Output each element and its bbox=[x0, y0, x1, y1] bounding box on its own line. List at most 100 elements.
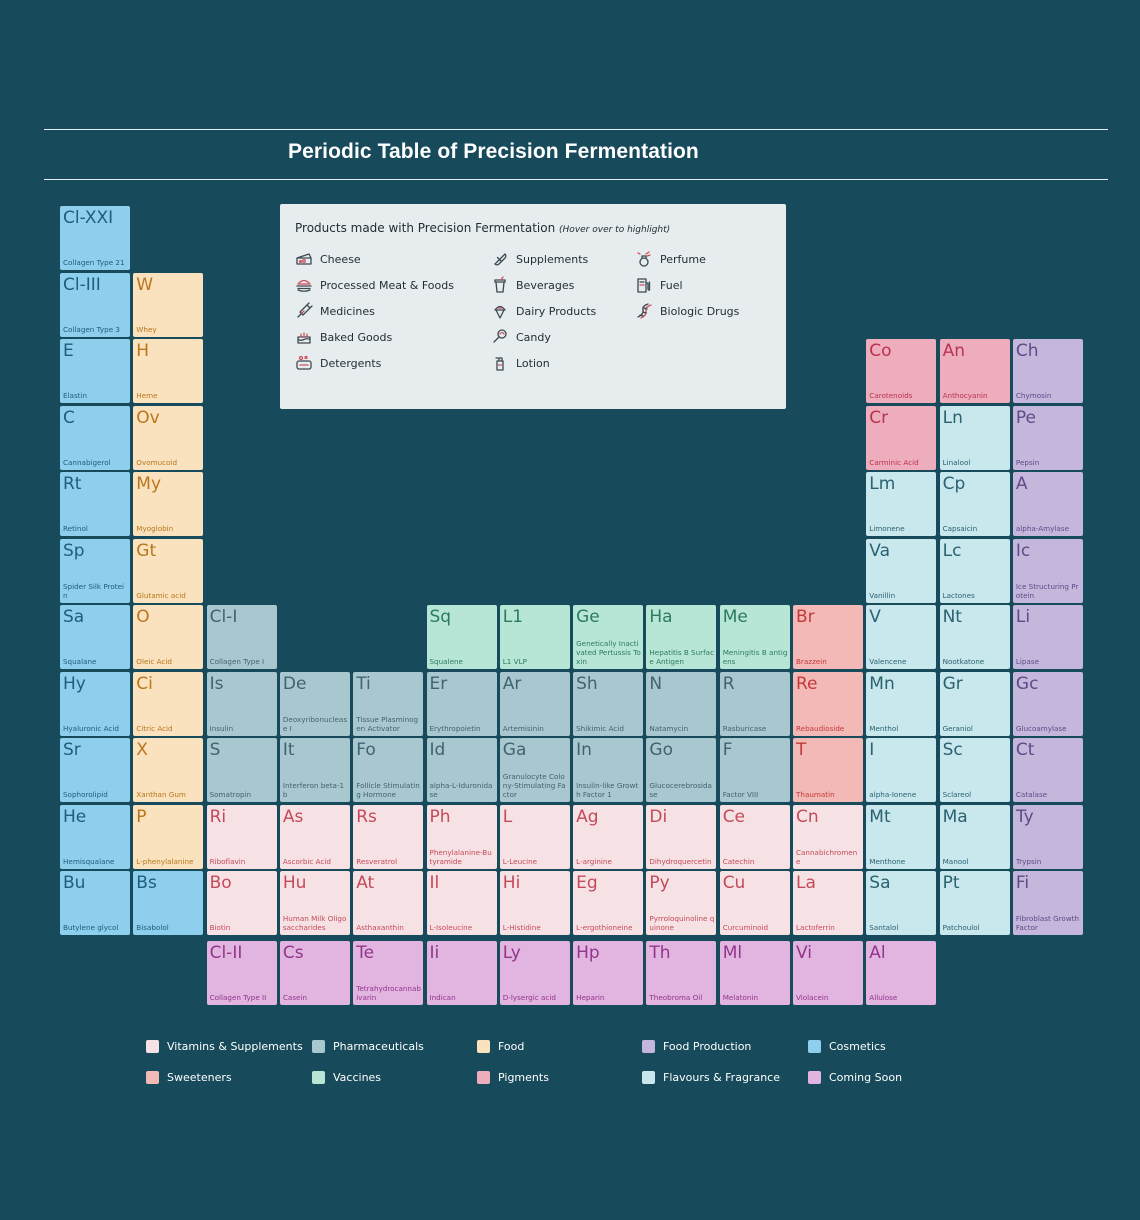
element-sa[interactable]: Sa Santalol bbox=[866, 871, 937, 935]
product-baked-goods[interactable]: Baked Goods bbox=[295, 328, 392, 346]
element-ln[interactable]: Ln Linalool bbox=[939, 405, 1010, 470]
element-er[interactable]: Er Erythropoietin bbox=[426, 671, 497, 736]
element-as[interactable]: As Ascorbic Acid bbox=[279, 804, 350, 869]
element-ly[interactable]: Ly D-lysergic acid bbox=[499, 940, 570, 1005]
element-li[interactable]: Li Lipase bbox=[1012, 605, 1083, 669]
element-v[interactable]: V Valencene bbox=[866, 605, 937, 669]
element-n[interactable]: N Natamycin bbox=[646, 671, 717, 736]
element-rs[interactable]: Rs Resveratrol bbox=[353, 804, 424, 869]
element-s[interactable]: S Somatropin bbox=[206, 738, 277, 802]
element-ti[interactable]: Ti Tissue Plasminogen Activator bbox=[353, 671, 424, 736]
element-ag[interactable]: Ag L-arginine bbox=[573, 804, 644, 869]
element-py[interactable]: Py Pyrroloquinoline quinone bbox=[646, 871, 717, 935]
element-cl-i[interactable]: Cl-I Collagen Type I bbox=[206, 605, 277, 669]
element-hu[interactable]: Hu Human Milk Oligosaccharides bbox=[279, 871, 350, 935]
product-supplements[interactable]: Supplements bbox=[491, 250, 588, 268]
element-lm[interactable]: Lm Limonene bbox=[866, 472, 937, 536]
element-l[interactable]: L L-Leucine bbox=[499, 804, 570, 869]
element-sa[interactable]: Sa Squalane bbox=[60, 605, 130, 669]
element-ri[interactable]: Ri Riboflavin bbox=[206, 804, 277, 869]
category-flav[interactable]: Flavours & Fragrance bbox=[642, 1071, 780, 1084]
category-foodprod[interactable]: Food Production bbox=[642, 1040, 751, 1053]
product-detergents[interactable]: Detergents bbox=[295, 354, 381, 372]
product-perfume[interactable]: Perfume bbox=[635, 250, 706, 268]
element-ty[interactable]: Ty Trypsin bbox=[1012, 804, 1083, 869]
element-l1[interactable]: L1 L1 VLP bbox=[499, 605, 570, 669]
element-h[interactable]: H Heme bbox=[133, 339, 204, 403]
element-cr[interactable]: Cr Carminic Acid bbox=[866, 405, 937, 470]
element-cn[interactable]: Cn Cannabichromene bbox=[793, 804, 863, 869]
element-ch[interactable]: Ch Chymosin bbox=[1012, 339, 1083, 403]
element-sp[interactable]: Sp Spider Silk Protein bbox=[60, 538, 130, 603]
element-mn[interactable]: Mn Menthol bbox=[866, 671, 937, 736]
element-bo[interactable]: Bo Biotin bbox=[206, 871, 277, 935]
element-te[interactable]: Te Tetrahydrocannabivarin bbox=[353, 940, 424, 1005]
element-ph[interactable]: Ph Phenylalanine-Butyramide bbox=[426, 804, 497, 869]
element-ar[interactable]: Ar Artemisinin bbox=[499, 671, 570, 736]
category-food[interactable]: Food bbox=[477, 1040, 524, 1053]
product-beverages[interactable]: Beverages bbox=[491, 276, 574, 294]
element-ml[interactable]: Ml Melatonin bbox=[719, 940, 790, 1005]
element-co[interactable]: Co Carotenoids bbox=[866, 339, 937, 403]
element-pt[interactable]: Pt Patchoulol bbox=[939, 871, 1010, 935]
element-ge[interactable]: Ge Genetically Inactivated Pertussis Toxi… bbox=[573, 605, 644, 669]
element-ii[interactable]: Ii Indican bbox=[426, 940, 497, 1005]
element-pe[interactable]: Pe Pepsin bbox=[1012, 405, 1083, 470]
element-cl-xxi[interactable]: Cl-XXI Collagen Type 21 bbox=[60, 206, 130, 270]
element-rt[interactable]: Rt Retinol bbox=[60, 472, 130, 536]
product-lotion[interactable]: Lotion bbox=[491, 354, 550, 372]
element-p[interactable]: P L-phenylalanine bbox=[133, 804, 204, 869]
element-eg[interactable]: Eg L-ergothioneine bbox=[573, 871, 644, 935]
element-mt[interactable]: Mt Menthone bbox=[866, 804, 937, 869]
element-sh[interactable]: Sh Shikimic Acid bbox=[573, 671, 644, 736]
element-it[interactable]: It Interferon beta-1b bbox=[279, 738, 350, 802]
element-bs[interactable]: Bs Bisabolol bbox=[133, 871, 204, 935]
element-va[interactable]: Va Vanillin bbox=[866, 538, 937, 603]
element-de[interactable]: De Deoxyribonuclease I bbox=[279, 671, 350, 736]
element-in[interactable]: In Insulin-like Growth Factor 1 bbox=[573, 738, 644, 802]
category-pharma[interactable]: Pharmaceuticals bbox=[312, 1040, 424, 1053]
element-t[interactable]: T Thaumatin bbox=[793, 738, 863, 802]
category-cosm[interactable]: Cosmetics bbox=[808, 1040, 886, 1053]
element-ov[interactable]: Ov Ovomucoid bbox=[133, 405, 204, 470]
element-ma[interactable]: Ma Manool bbox=[939, 804, 1010, 869]
element-my[interactable]: My Myoglobin bbox=[133, 472, 204, 536]
element-re[interactable]: Re Rebaudioside bbox=[793, 671, 863, 736]
element-hp[interactable]: Hp Heparin bbox=[573, 940, 644, 1005]
element-c[interactable]: C Cannabigerol bbox=[60, 405, 130, 470]
category-soon[interactable]: Coming Soon bbox=[808, 1071, 902, 1084]
element-nt[interactable]: Nt Nootkatone bbox=[939, 605, 1010, 669]
element-at[interactable]: At Asthaxanthin bbox=[353, 871, 424, 935]
product-cheese[interactable]: Cheese bbox=[295, 250, 361, 268]
element-br[interactable]: Br Brazzein bbox=[793, 605, 863, 669]
element-cu[interactable]: Cu Curcuminoid bbox=[719, 871, 790, 935]
element-sr[interactable]: Sr Sophorolipid bbox=[60, 738, 130, 802]
product-biologic-drugs[interactable]: Biologic Drugs bbox=[635, 302, 739, 320]
element-lc[interactable]: Lc Lactones bbox=[939, 538, 1010, 603]
category-pig[interactable]: Pigments bbox=[477, 1071, 549, 1084]
element-id[interactable]: Id alpha-L-Iduronidase bbox=[426, 738, 497, 802]
element-bu[interactable]: Bu Butylene glycol bbox=[60, 871, 130, 935]
element-fo[interactable]: Fo Follicle Stimulating Hormone bbox=[353, 738, 424, 802]
element-gr[interactable]: Gr Geraniol bbox=[939, 671, 1010, 736]
element-x[interactable]: X Xanthan Gum bbox=[133, 738, 204, 802]
element-th[interactable]: Th Theobroma Oil bbox=[646, 940, 717, 1005]
category-vacc[interactable]: Vaccines bbox=[312, 1071, 381, 1084]
element-w[interactable]: W Whey bbox=[133, 272, 204, 337]
element-is[interactable]: Is Insulin bbox=[206, 671, 277, 736]
element-hi[interactable]: Hi L-Histidine bbox=[499, 871, 570, 935]
element-an[interactable]: An Anthocyanin bbox=[939, 339, 1010, 403]
category-sweet[interactable]: Sweeteners bbox=[146, 1071, 232, 1084]
element-vi[interactable]: Vi Violacein bbox=[793, 940, 863, 1005]
element-hy[interactable]: Hy Hyaluronic Acid bbox=[60, 671, 130, 736]
product-medicines[interactable]: Medicines bbox=[295, 302, 375, 320]
element-di[interactable]: Di Dihydroquercetin bbox=[646, 804, 717, 869]
element-e[interactable]: E Elastin bbox=[60, 339, 130, 403]
product-candy[interactable]: Candy bbox=[491, 328, 551, 346]
element-la[interactable]: La Lactoferrin bbox=[793, 871, 863, 935]
element-sq[interactable]: Sq Squalene bbox=[426, 605, 497, 669]
element-gc[interactable]: Gc Glucoamylase bbox=[1012, 671, 1083, 736]
element-il[interactable]: Il L-Isoleucine bbox=[426, 871, 497, 935]
